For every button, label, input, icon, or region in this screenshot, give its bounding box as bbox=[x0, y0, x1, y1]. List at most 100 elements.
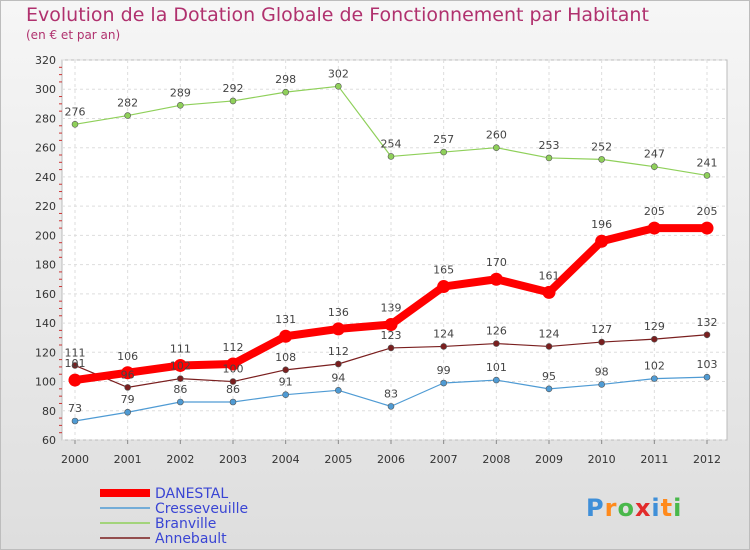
data-point-danestal bbox=[68, 373, 82, 387]
data-label-annebault: 124 bbox=[539, 327, 560, 340]
data-point-cresseveuille bbox=[703, 373, 711, 381]
data-label-annebault: 102 bbox=[170, 360, 191, 373]
y-tick-label: 100 bbox=[35, 376, 56, 389]
data-point-branville bbox=[229, 97, 237, 105]
data-point-annebault bbox=[598, 338, 605, 346]
data-label-branville: 252 bbox=[591, 140, 612, 153]
data-label-cresseveuille: 86 bbox=[226, 383, 240, 396]
y-tick-label: 260 bbox=[35, 142, 56, 155]
data-label-branville: 247 bbox=[644, 148, 665, 161]
data-label-danestal: 136 bbox=[328, 306, 349, 319]
data-point-danestal bbox=[384, 318, 398, 332]
legend-label-branville: Branville bbox=[155, 516, 216, 532]
data-point-annebault bbox=[440, 343, 447, 350]
data-label-annebault: 100 bbox=[223, 363, 244, 376]
data-point-danestal bbox=[121, 366, 135, 380]
data-point-cresseveuille bbox=[493, 376, 500, 384]
data-label-branville: 260 bbox=[486, 129, 507, 142]
x-tick-label: 2010 bbox=[588, 453, 616, 466]
data-point-danestal bbox=[489, 272, 503, 286]
data-point-cresseveuille bbox=[651, 375, 658, 382]
x-tick-label: 2006 bbox=[377, 453, 405, 466]
legend-label-cresseveuille: Cresseveuille bbox=[155, 501, 248, 517]
data-point-annebault bbox=[71, 362, 79, 369]
data-label-annebault: 126 bbox=[486, 325, 507, 338]
data-point-cresseveuille bbox=[229, 398, 237, 406]
data-point-danestal bbox=[173, 358, 187, 372]
data-point-annebault bbox=[229, 378, 237, 385]
data-label-branville: 298 bbox=[275, 73, 296, 86]
data-label-annebault: 108 bbox=[275, 351, 296, 364]
data-point-cresseveuille bbox=[177, 398, 184, 406]
data-label-danestal: 139 bbox=[381, 302, 402, 315]
legend-label-annebault: Annebault bbox=[155, 531, 227, 547]
y-tick-label: 120 bbox=[35, 346, 56, 359]
y-tick-label: 160 bbox=[35, 288, 56, 301]
y-tick-label: 240 bbox=[35, 171, 56, 184]
grid-layer bbox=[61, 59, 728, 441]
y-tick-label: 80 bbox=[42, 405, 56, 418]
data-point-danestal bbox=[279, 329, 293, 343]
data-label-danestal: 111 bbox=[170, 342, 191, 355]
data-label-cresseveuille: 102 bbox=[644, 360, 665, 373]
data-label-branville: 282 bbox=[117, 97, 138, 110]
logo-letter: t bbox=[660, 494, 674, 522]
data-label-cresseveuille: 86 bbox=[173, 383, 187, 396]
data-label-danestal: 196 bbox=[591, 218, 612, 231]
data-label-branville: 292 bbox=[223, 82, 244, 95]
data-label-annebault: 112 bbox=[328, 345, 349, 358]
logo-letter: i bbox=[651, 494, 661, 522]
data-point-annebault bbox=[282, 366, 289, 374]
logo-letter: x bbox=[634, 494, 652, 522]
data-point-cresseveuille bbox=[387, 403, 395, 410]
data-label-danestal: 101 bbox=[65, 357, 86, 370]
data-point-branville bbox=[703, 172, 711, 179]
data-point-annebault bbox=[493, 340, 500, 347]
x-tick-label: 2005 bbox=[324, 453, 352, 466]
data-label-danestal: 106 bbox=[117, 350, 138, 363]
proxiti-logo: Proxiti bbox=[586, 494, 682, 522]
x-tick-label: 2002 bbox=[166, 453, 194, 466]
data-label-branville: 276 bbox=[65, 105, 86, 118]
data-label-annebault: 96 bbox=[121, 368, 135, 381]
data-point-cresseveuille bbox=[282, 391, 289, 398]
data-label-annebault: 124 bbox=[433, 327, 454, 340]
data-label-danestal: 205 bbox=[697, 205, 718, 218]
data-point-cresseveuille bbox=[598, 381, 605, 388]
x-tick-label: 2004 bbox=[272, 453, 300, 466]
data-point-cresseveuille bbox=[440, 379, 447, 387]
y-tick-label: 320 bbox=[35, 54, 56, 67]
data-label-annebault: 111 bbox=[65, 346, 86, 359]
y-tick-label: 220 bbox=[35, 200, 56, 213]
data-label-danestal: 165 bbox=[433, 264, 454, 277]
data-label-cresseveuille: 83 bbox=[384, 387, 398, 400]
logo-letter: i bbox=[673, 494, 683, 522]
y-tick-label: 140 bbox=[35, 317, 56, 330]
data-point-branville bbox=[598, 156, 605, 163]
data-point-danestal bbox=[542, 285, 556, 299]
data-point-cresseveuille bbox=[545, 385, 553, 393]
data-label-annebault: 123 bbox=[381, 329, 402, 342]
data-label-danestal: 161 bbox=[539, 269, 560, 282]
data-point-cresseveuille bbox=[71, 417, 79, 425]
data-point-cresseveuille bbox=[124, 408, 131, 416]
data-label-cresseveuille: 103 bbox=[697, 358, 718, 371]
data-point-branville bbox=[387, 153, 395, 160]
data-point-annebault bbox=[124, 384, 131, 391]
data-point-branville bbox=[651, 163, 658, 170]
data-label-danestal: 131 bbox=[275, 313, 296, 326]
chart-title: Evolution de la Dotation Globale de Fonc… bbox=[26, 4, 649, 26]
x-tick-label: 2012 bbox=[693, 453, 721, 466]
data-label-cresseveuille: 101 bbox=[486, 361, 507, 374]
data-point-danestal bbox=[226, 357, 240, 371]
y-tick-label: 200 bbox=[35, 229, 56, 242]
data-label-branville: 254 bbox=[381, 137, 402, 150]
data-label-branville: 302 bbox=[328, 67, 349, 80]
data-point-danestal bbox=[437, 280, 451, 294]
data-point-branville bbox=[71, 121, 79, 128]
data-point-branville bbox=[124, 112, 131, 119]
x-tick-label: 2011 bbox=[640, 453, 668, 466]
data-point-branville bbox=[335, 83, 342, 90]
x-tick-label: 2007 bbox=[430, 453, 458, 466]
